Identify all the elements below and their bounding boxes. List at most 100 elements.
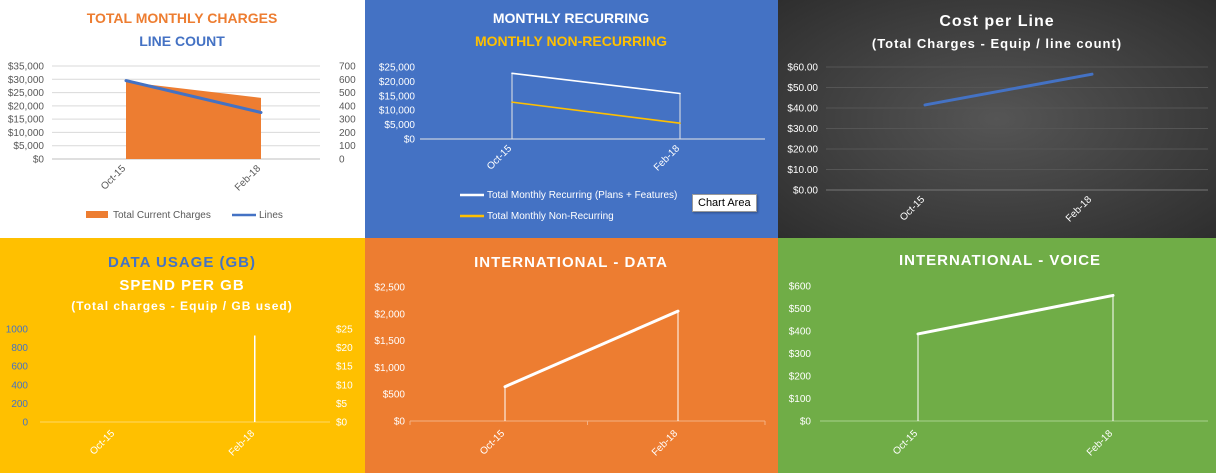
- international-data-title: INTERNATIONAL - DATA: [474, 254, 668, 271]
- international-voice-title: INTERNATIONAL - VOICE: [899, 252, 1101, 269]
- data-usage-y2-tick-label: $20: [336, 343, 353, 354]
- cost-per-line-y-tick-label: $40.00: [787, 104, 818, 115]
- total-charges-subtitle: LINE COUNT: [139, 33, 225, 49]
- data-usage-title: DATA USAGE (GB): [108, 254, 256, 271]
- data-usage-y2-tick-label: $15: [336, 362, 353, 373]
- international-voice-y-tick-label: $0: [800, 417, 812, 428]
- monthly-recurring-legend-label: Total Monthly Non-Recurring: [487, 211, 614, 222]
- total-charges-y-tick-label: $20,000: [8, 101, 45, 112]
- international-voice-x-tick-label: Feb-18: [1085, 428, 1115, 458]
- total-charges-y-tick-label: $0: [33, 155, 45, 166]
- international-data-x-tick-label: Feb-18: [650, 428, 680, 458]
- total-charges-y2-tick-label: 300: [339, 115, 356, 126]
- monthly-recurring-y-tick-label: $25,000: [379, 63, 416, 74]
- data-usage-y-tick-label: 0: [22, 418, 28, 429]
- total-charges-chart-panel[interactable]: TOTAL MONTHLY CHARGES LINE COUNT $0 $5,000 $…: [0, 0, 365, 238]
- monthly-recurring-y-tick-label: $5,000: [384, 120, 415, 131]
- total-charges-legend-swatch: [86, 211, 108, 218]
- monthly-recurring-y-tick-label: $15,000: [379, 91, 416, 102]
- international-data-y-tick-label: $1,500: [374, 336, 405, 347]
- monthly-recurring-title: MONTHLY RECURRING: [493, 10, 649, 26]
- total-charges-y2-tick-label: 400: [339, 101, 356, 112]
- total-charges-y-tick-label: $5,000: [13, 141, 44, 152]
- monthly-recurring-chart: MONTHLY RECURRING MONTHLY NON-RECURRING $0…: [379, 10, 765, 222]
- cost-per-line-y-tick-label: $10.00: [787, 165, 818, 176]
- international-voice-chart: INTERNATIONAL - VOICE $0 $100 $200 $300 $400 $…: [789, 252, 1208, 459]
- cost-per-line-title: Cost per Line: [939, 13, 1054, 30]
- cost-per-line-y-tick-label: $20.00: [787, 145, 818, 156]
- international-voice-chart-panel[interactable]: INTERNATIONAL - VOICE $0 $100 $200 $300 $400 $…: [778, 238, 1216, 473]
- data-usage-subtitle: SPEND PER GB: [119, 277, 244, 294]
- chart-area-tooltip: Chart Area: [692, 194, 757, 212]
- international-voice-y-tick-label: $400: [789, 327, 812, 338]
- international-data-y-tick-label: $1,000: [374, 363, 405, 374]
- international-data-y-tick-label: $500: [383, 390, 406, 401]
- international-data-chart: INTERNATIONAL - DATA $0 $500 $1,000 $1,500 $2…: [374, 254, 766, 459]
- international-data-y-tick-label: $0: [394, 417, 406, 428]
- cost-per-line-y-tick-label: $60.00: [787, 63, 818, 74]
- cost-per-line-chart: Cost per Line (Total Charges - Equip / li…: [787, 13, 1208, 225]
- total-charges-y2-tick-label: 700: [339, 62, 356, 73]
- cost-per-line-y-tick-label: $0.00: [793, 186, 818, 197]
- total-charges-chart: TOTAL MONTHLY CHARGES LINE COUNT $0 $5,000 $…: [8, 10, 356, 221]
- international-voice-y-tick-label: $100: [789, 394, 812, 405]
- international-voice-y-tick-label: $300: [789, 349, 812, 360]
- data-usage-y-tick-label: 400: [11, 380, 28, 391]
- total-charges-legend-label: Lines: [259, 210, 283, 221]
- monthly-recurring-x-tick-label: Feb-18: [652, 143, 682, 173]
- data-usage-chart-panel[interactable]: DATA USAGE (GB) SPEND PER GB (Total charge…: [0, 238, 365, 473]
- data-usage-bar: [254, 335, 256, 422]
- total-charges-x-tick-label: Feb-18: [233, 163, 263, 193]
- data-usage-x-tick-label: Oct-15: [88, 428, 117, 457]
- data-usage-chart: DATA USAGE (GB) SPEND PER GB (Total charge…: [6, 254, 353, 459]
- cost-per-line-chart-panel[interactable]: Cost per Line (Total Charges - Equip / li…: [778, 0, 1216, 238]
- total-charges-y-tick-label: $15,000: [8, 115, 45, 126]
- total-charges-y-tick-label: $30,000: [8, 75, 45, 86]
- total-charges-legend-label: Total Current Charges: [113, 210, 211, 221]
- data-usage-y2-tick-label: $0: [336, 418, 348, 429]
- total-charges-y2-tick-label: 0: [339, 155, 345, 166]
- total-charges-y-tick-label: $10,000: [8, 128, 45, 139]
- data-usage-y-tick-label: 1000: [6, 325, 29, 336]
- cost-per-line-y-tick-label: $30.00: [787, 124, 818, 135]
- international-voice-x-tick-label: Oct-15: [891, 428, 920, 457]
- monthly-recurring-x-tick-label: Oct-15: [485, 143, 514, 172]
- total-charges-y2-tick-label: 200: [339, 128, 356, 139]
- total-charges-x-tick-label: Oct-15: [99, 163, 128, 192]
- international-data-x-tick-label: Oct-15: [478, 428, 507, 457]
- cost-per-line-line-series-0: [923, 72, 1094, 107]
- cost-per-line-x-tick-label: Feb-18: [1064, 194, 1094, 224]
- total-charges-title: TOTAL MONTHLY CHARGES: [87, 10, 278, 26]
- total-charges-line-series-1: [124, 79, 263, 114]
- monthly-recurring-line-series-1: [511, 101, 681, 124]
- data-usage-y-tick-label: 600: [11, 362, 28, 373]
- cost-per-line-x-tick-label: Oct-15: [898, 194, 927, 223]
- monthly-recurring-y-tick-label: $20,000: [379, 77, 416, 88]
- international-data-line-series-0: [503, 309, 680, 389]
- monthly-recurring-legend-label: Total Monthly Recurring (Plans + Feature…: [487, 190, 677, 201]
- data-usage-y2-tick-label: $5: [336, 399, 348, 410]
- cost-per-line-y-tick-label: $50.00: [787, 83, 818, 94]
- total-charges-y2-tick-label: 500: [339, 88, 356, 99]
- data-usage-subtitle2: (Total charges - Equip / GB used): [71, 299, 292, 313]
- international-voice-line-series-0: [916, 293, 1115, 336]
- monthly-recurring-y-tick-label: $10,000: [379, 106, 416, 117]
- international-data-y-tick-label: $2,000: [374, 309, 405, 320]
- data-usage-y2-tick-label: $25: [336, 325, 353, 336]
- data-usage-y-tick-label: 200: [11, 399, 28, 410]
- data-usage-y2-tick-label: $10: [336, 380, 353, 391]
- cost-per-line-subtitle: (Total Charges - Equip / line count): [872, 36, 1122, 51]
- international-voice-y-tick-label: $200: [789, 372, 812, 383]
- total-charges-y2-tick-label: 100: [339, 141, 356, 152]
- total-charges-area-series-0: [126, 81, 261, 159]
- total-charges-y-tick-label: $35,000: [8, 62, 45, 73]
- data-usage-y-tick-label: 800: [11, 343, 28, 354]
- monthly-recurring-line-series-0: [511, 72, 681, 95]
- total-charges-y-tick-label: $25,000: [8, 88, 45, 99]
- international-data-chart-panel[interactable]: INTERNATIONAL - DATA $0 $500 $1,000 $1,500 $2…: [365, 238, 778, 473]
- total-charges-y2-tick-label: 600: [339, 75, 356, 86]
- international-voice-y-tick-label: $600: [789, 282, 812, 293]
- monthly-recurring-y-tick-label: $0: [404, 135, 416, 146]
- international-voice-y-tick-label: $500: [789, 304, 812, 315]
- data-usage-x-tick-label: Feb-18: [227, 428, 257, 458]
